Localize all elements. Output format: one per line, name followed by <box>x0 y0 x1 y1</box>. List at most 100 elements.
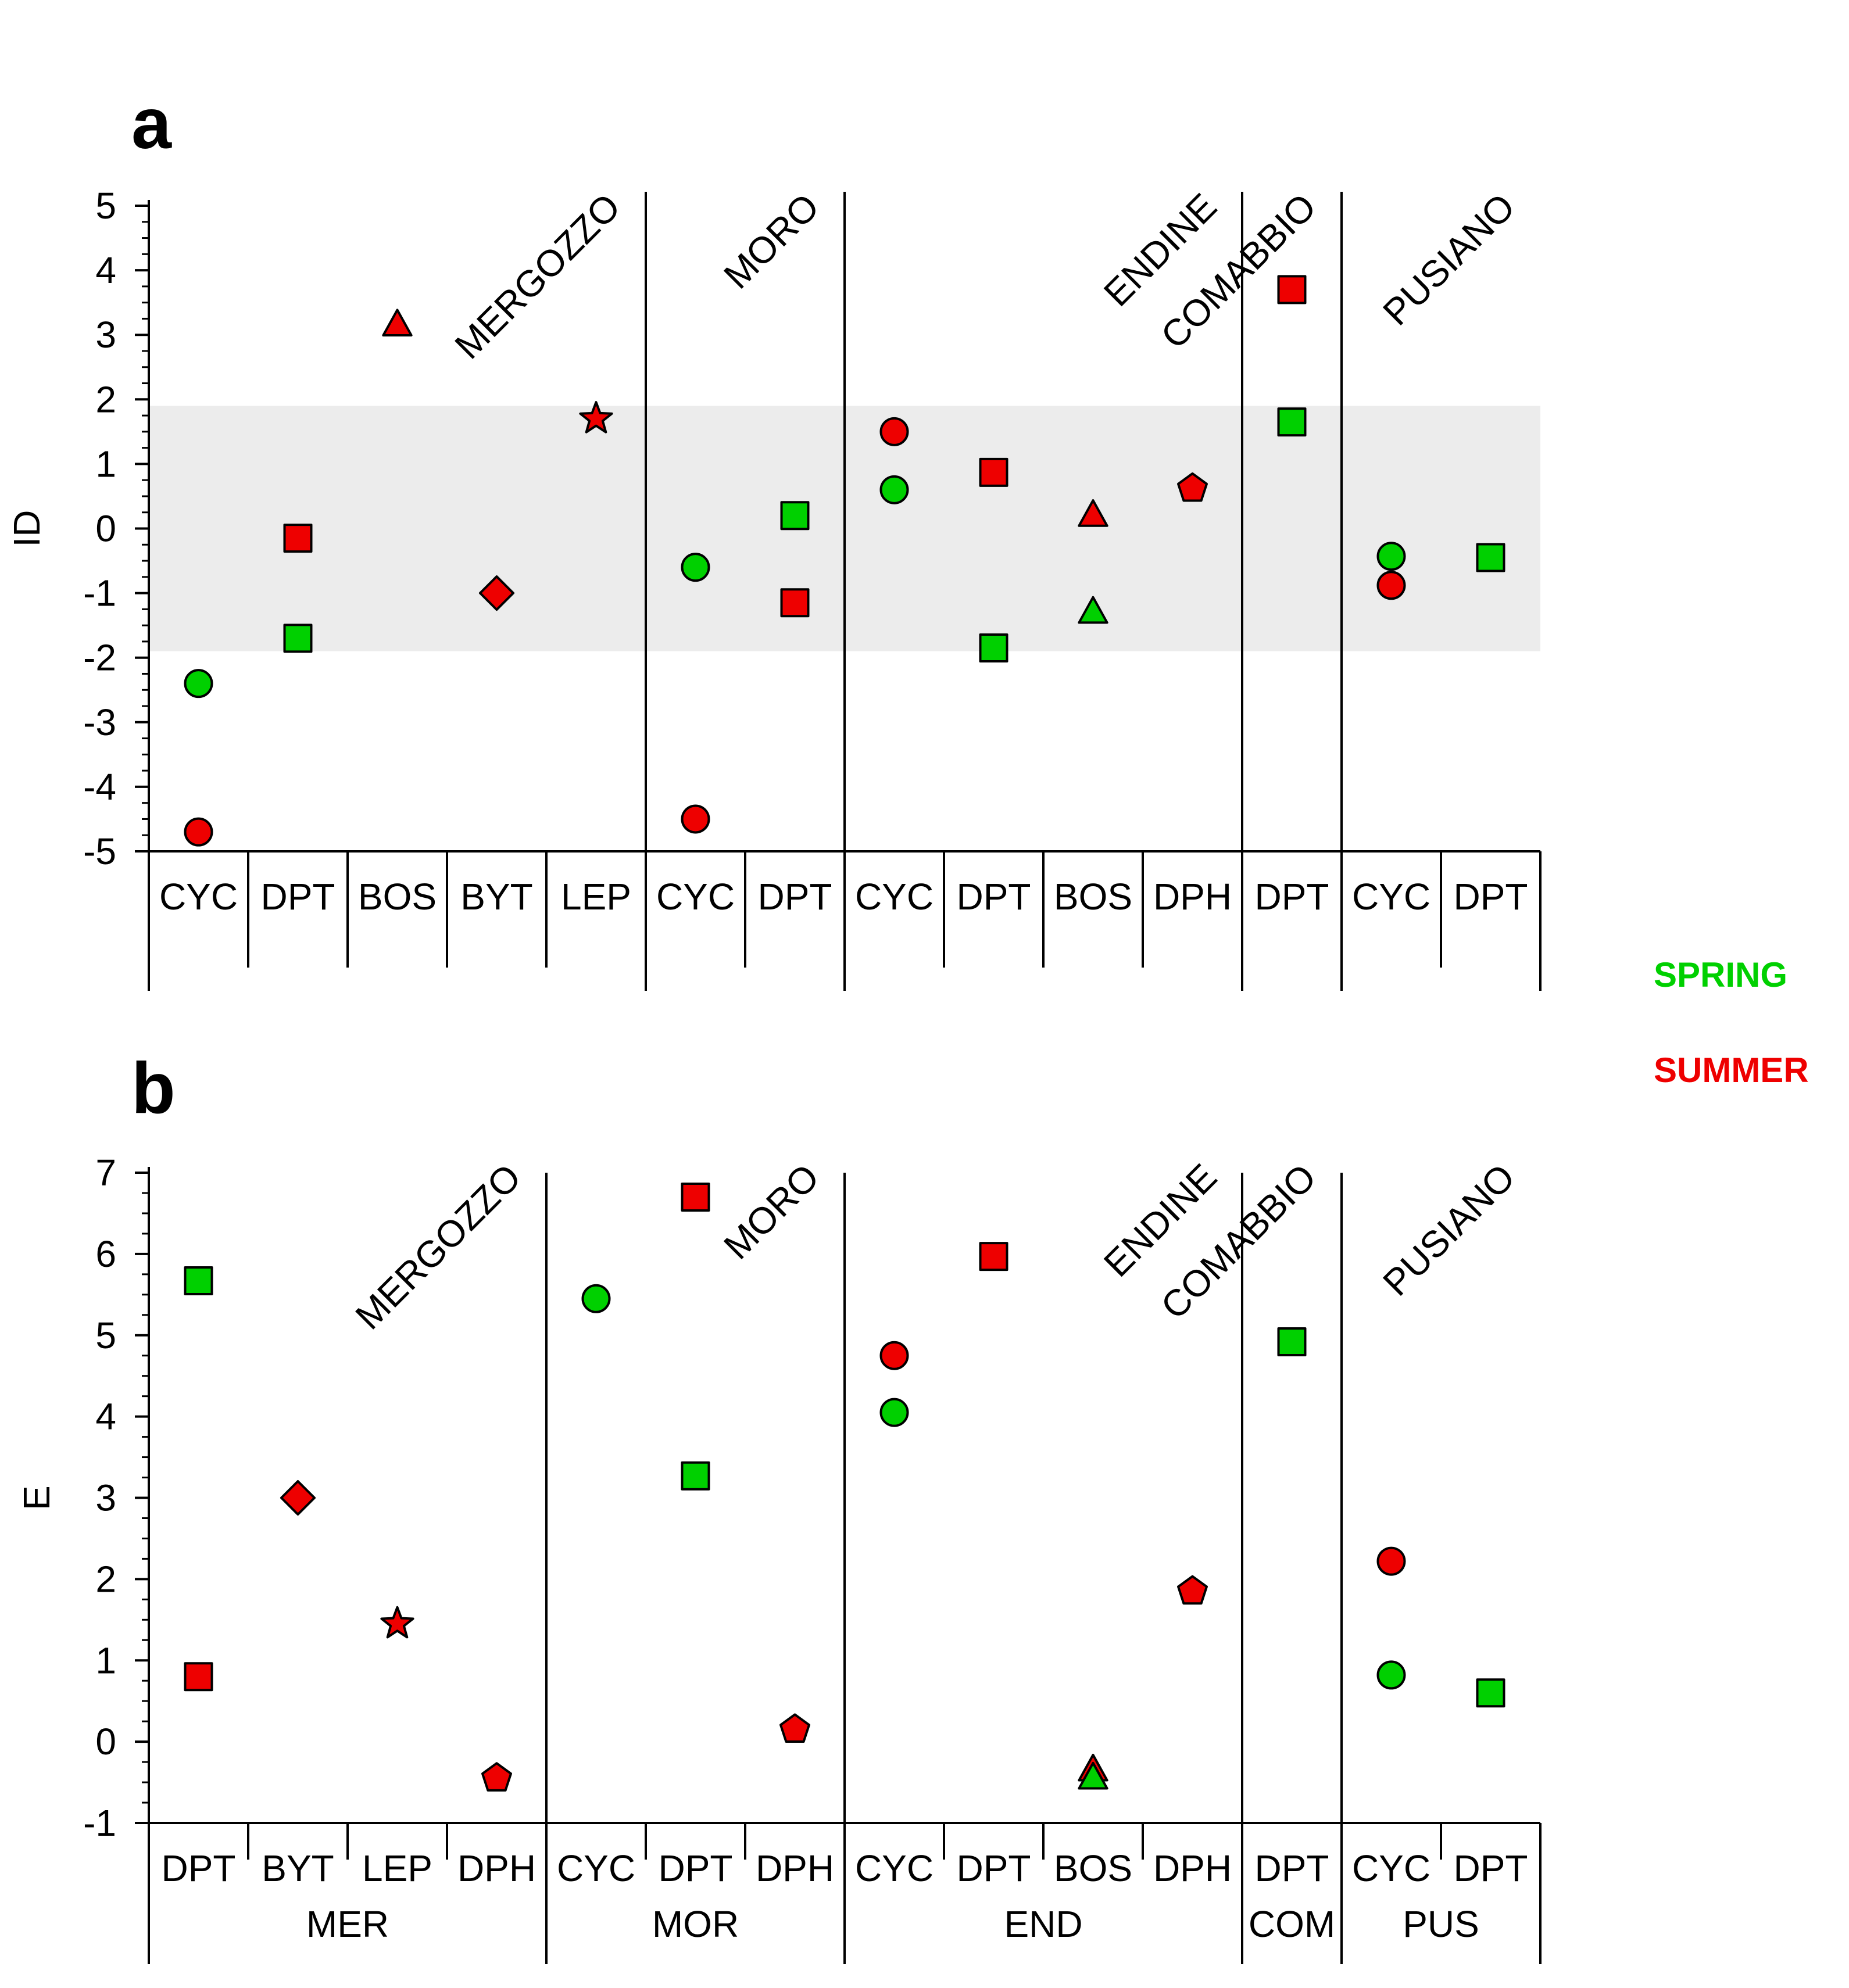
y-tick-label: -2 <box>83 637 116 679</box>
category-label: BYT <box>460 876 532 918</box>
group-abbr-label: MER <box>306 1903 389 1945</box>
summer-square-point <box>979 457 1008 487</box>
summer-triangle-point <box>1078 499 1108 527</box>
spring-square-point <box>681 1461 710 1491</box>
category-label: CYC <box>1352 876 1430 918</box>
y-tick-label: 1 <box>95 443 116 485</box>
summer-diamond-point <box>478 575 515 611</box>
category-label: CYC <box>1352 1847 1430 1889</box>
y-tick-label: -1 <box>83 572 116 614</box>
panel-letter: b <box>131 1048 176 1129</box>
summer-square-point <box>184 1662 213 1692</box>
spring-circle-point <box>184 669 213 699</box>
summer-square-point <box>283 524 313 553</box>
category-label: DPH <box>1153 876 1232 918</box>
category-label: LEP <box>561 876 631 918</box>
summer-circle-point <box>1376 571 1406 600</box>
y-tick-label: 1 <box>95 1639 116 1681</box>
y-tick-label: 7 <box>95 1152 116 1194</box>
category-label: BYT <box>262 1847 334 1889</box>
group-abbr-label: COM <box>1249 1903 1335 1945</box>
summer-circle-point <box>879 1341 909 1370</box>
spring-square-point <box>979 633 1008 663</box>
category-label: BOS <box>1054 1847 1132 1889</box>
group-label: PUSIANO <box>1375 1156 1523 1304</box>
category-label: DPT <box>1255 876 1329 918</box>
category-label: DPT <box>1454 1847 1528 1889</box>
group-label: MORO <box>716 1156 827 1267</box>
spring-square-point <box>1277 1327 1307 1356</box>
spring-square-point <box>1476 543 1505 572</box>
y-tick-label: -3 <box>83 701 116 743</box>
y-axis-label: E <box>16 1485 58 1510</box>
group-label: MORO <box>716 185 827 297</box>
y-tick-label: 5 <box>95 185 116 227</box>
category-label: CYC <box>656 876 735 918</box>
category-label: DPT <box>957 876 1031 918</box>
summer-circle-point <box>681 804 710 834</box>
y-tick-label: 6 <box>95 1233 116 1275</box>
panel-a: -5 -4 -3 -2 -1 0 1 2 3 4 5 ID CYC DPT BOS BYT LEP CYC DPT C… <box>6 84 1542 991</box>
category-label: DPH <box>457 1847 536 1889</box>
y-tick-label: -4 <box>83 766 116 808</box>
spring-triangle-point <box>1078 1761 1108 1790</box>
group-abbr-label: END <box>1004 1903 1082 1945</box>
spring-square-point <box>184 1266 213 1296</box>
spring-triangle-point <box>1078 596 1108 624</box>
category-label: DPH <box>756 1847 834 1889</box>
category-label: BOS <box>1054 876 1132 918</box>
summer-star-point <box>380 1606 414 1639</box>
spring-circle-point <box>879 1398 909 1427</box>
panel-b: -1 0 1 2 3 4 5 6 7 E DPT BYT LEP DPH CYC DPT DPH CYC DPT BO… <box>16 1048 1542 1964</box>
spring-square-point <box>1476 1678 1505 1708</box>
y-tick-label: 2 <box>95 1558 116 1600</box>
summer-pentagon-point <box>1177 472 1208 502</box>
spring-square-point <box>283 624 313 653</box>
summer-square-point <box>979 1242 1008 1271</box>
summer-square-point <box>1277 275 1307 305</box>
category-label: CYC <box>855 1847 934 1889</box>
panel-letter: a <box>131 84 172 164</box>
category-label: BOS <box>358 876 437 918</box>
y-tick-label: 0 <box>95 1721 116 1763</box>
y-axis-label: ID <box>6 510 48 547</box>
category-label: LEP <box>362 1847 432 1889</box>
group-abbr-label: MOR <box>652 1903 739 1945</box>
category-label: DPT <box>1454 876 1528 918</box>
category-label: CYC <box>159 876 238 918</box>
category-label: CYC <box>557 1847 635 1889</box>
summer-diamond-point <box>280 1480 316 1516</box>
y-tick-label: -5 <box>83 830 116 872</box>
y-tick-label: 3 <box>95 1477 116 1519</box>
y-tick-label: 4 <box>95 1396 116 1438</box>
y-tick-label: 2 <box>95 378 116 420</box>
spring-square-point <box>780 501 810 531</box>
summer-circle-point <box>184 817 213 847</box>
summer-circle-point <box>1376 1546 1406 1576</box>
y-tick-label: 0 <box>95 508 116 550</box>
category-label: DPT <box>162 1847 236 1889</box>
summer-square-point <box>681 1182 710 1212</box>
category-label: DPT <box>957 1847 1031 1889</box>
legend-summer: SUMMER <box>1654 1051 1809 1090</box>
spring-circle-point <box>879 475 909 504</box>
category-label: DPH <box>1153 1847 1232 1889</box>
y-tick-label: -1 <box>83 1802 116 1844</box>
group-label: MERGOZZO <box>348 1156 529 1337</box>
summer-square-point <box>780 588 810 618</box>
y-tick-label: 3 <box>95 314 116 356</box>
spring-circle-point <box>581 1284 611 1313</box>
group-label: PUSIANO <box>1375 185 1523 334</box>
summer-pentagon-point <box>481 1762 512 1792</box>
summer-pentagon-point <box>779 1713 810 1743</box>
group-label: MERGOZZO <box>447 185 628 367</box>
spring-square-point <box>1277 407 1307 437</box>
y-tick-label: 4 <box>95 249 116 291</box>
spring-circle-point <box>681 553 710 582</box>
category-label: DPT <box>1255 1847 1329 1889</box>
group-abbr-label: PUS <box>1403 1903 1479 1945</box>
category-label: DPT <box>261 876 335 918</box>
legend-spring: SPRING <box>1654 955 1787 994</box>
summer-star-point <box>579 401 613 434</box>
